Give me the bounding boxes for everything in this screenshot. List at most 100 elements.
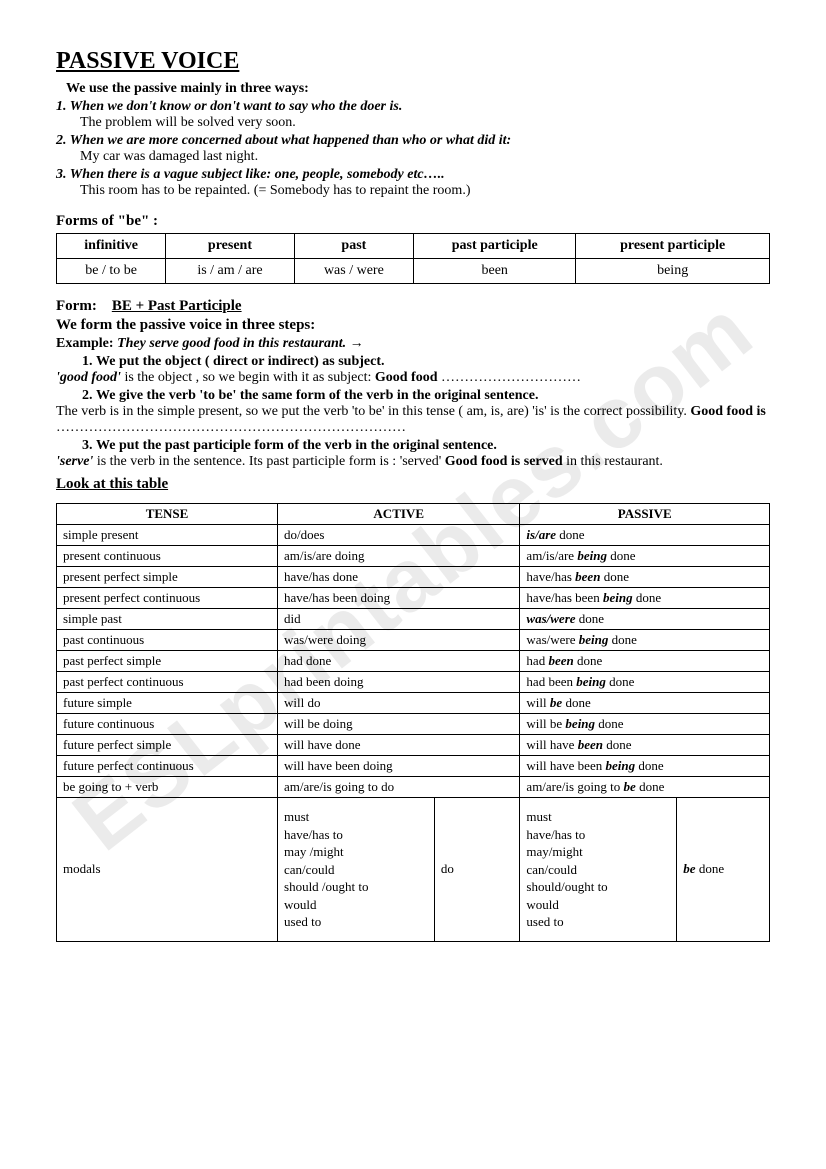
be-cell: is / am / are — [166, 259, 294, 284]
passive-cell: am/are/is going to be done — [520, 777, 770, 798]
table-row: past perfect simplehad donehad been done — [57, 651, 770, 672]
active-cell: am/are/is going to do — [278, 777, 520, 798]
step1-dots: ………………………… — [437, 370, 581, 385]
form-prefix: Form: — [56, 298, 97, 314]
table-row: infinitive present past past participle … — [57, 234, 770, 259]
active-cell: did — [278, 609, 520, 630]
steps-list: We put the past participle form of the v… — [96, 438, 770, 454]
table-row: simple pastdidwas/were done — [57, 609, 770, 630]
active-cell: will have been doing — [278, 756, 520, 777]
tense-cell: present perfect simple — [57, 567, 278, 588]
rule-2: 2. When we are more concerned about what… — [56, 133, 770, 149]
passive-cell: am/is/are being done — [520, 546, 770, 567]
table-row: be going to + verbam/are/is going to doa… — [57, 777, 770, 798]
step-1-text: We put the object ( direct or indirect) … — [96, 354, 385, 369]
passive-cell: had been being done — [520, 672, 770, 693]
step1-mid: is the object , so we begin with it as s… — [121, 370, 375, 385]
step2-text: The verb is in the simple present, so we… — [56, 404, 690, 419]
example-line: Example: They serve good food in this re… — [56, 336, 770, 352]
passive-cell: will be being done — [520, 714, 770, 735]
step3-verb: 'serve' — [56, 454, 93, 469]
form-line: Form: BE + Past Participle — [56, 298, 770, 315]
modals-passive-verb: be done — [677, 798, 770, 942]
step-2-body: The verb is in the simple present, so we… — [56, 404, 770, 436]
be-header: past — [294, 234, 413, 259]
tense-cell: simple past — [57, 609, 278, 630]
steps-list: We put the object ( direct or indirect) … — [96, 354, 770, 370]
table-row: future perfect continuouswill have been … — [57, 756, 770, 777]
active-cell: was/were doing — [278, 630, 520, 651]
active-cell: had done — [278, 651, 520, 672]
table-row: future simplewill dowill be done — [57, 693, 770, 714]
table-row: TENSE ACTIVE PASSIVE — [57, 504, 770, 525]
table-row: present perfect simplehave/has donehave/… — [57, 567, 770, 588]
be-forms-table: infinitive present past past participle … — [56, 233, 770, 284]
step3-bold: Good food is served — [445, 454, 563, 469]
tense-cell: future perfect continuous — [57, 756, 278, 777]
table-row: simple presentdo/doesis/are done — [57, 525, 770, 546]
step3-tail: in this restaurant. — [563, 454, 663, 469]
step-2: We give the verb 'to be' the same form o… — [96, 388, 770, 404]
active-cell: do/does — [278, 525, 520, 546]
tense-cell: future perfect simple — [57, 735, 278, 756]
intro-block: We use the passive mainly in three ways:… — [56, 81, 770, 199]
active-cell: have/has done — [278, 567, 520, 588]
modals-passive-list: musthave/has tomay/mightcan/couldshould/… — [520, 798, 677, 942]
example-text: They serve good food in this restaurant. — [117, 336, 346, 351]
be-header: infinitive — [57, 234, 166, 259]
passive-cell: is/are done — [520, 525, 770, 546]
modals-label: modals — [57, 798, 278, 942]
be-forms-label: Forms of "be" : — [56, 213, 770, 230]
active-cell: will do — [278, 693, 520, 714]
form-formula: BE + Past Participle — [112, 298, 242, 314]
step-1: We put the object ( direct or indirect) … — [96, 354, 770, 370]
passive-cell: have/has been being done — [520, 588, 770, 609]
be-header: past participle — [414, 234, 576, 259]
page-title: PASSIVE VOICE — [56, 48, 770, 75]
active-cell: had been doing — [278, 672, 520, 693]
active-cell: have/has been doing — [278, 588, 520, 609]
passive-cell: will have been done — [520, 735, 770, 756]
example-label: Example: — [56, 336, 114, 351]
passive-cell: was/were being done — [520, 630, 770, 651]
example-2: My car was damaged last night. — [80, 149, 770, 165]
rule-3: 3. When there is a vague subject like: o… — [56, 167, 770, 183]
table-row: present continuousam/is/are doingam/is/a… — [57, 546, 770, 567]
tense-table: TENSE ACTIVE PASSIVE simple presentdo/do… — [56, 503, 770, 942]
steps-intro: We form the passive voice in three steps… — [56, 317, 770, 334]
be-header: present — [166, 234, 294, 259]
tense-cell: past perfect simple — [57, 651, 278, 672]
step2-dots: ………………………………………………………………… — [56, 420, 406, 435]
step2-bold: Good food is — [690, 404, 765, 419]
passive-cell: will have been being done — [520, 756, 770, 777]
tense-cell: future simple — [57, 693, 278, 714]
table-row: be / to be is / am / are was / were been… — [57, 259, 770, 284]
tense-cell: past continuous — [57, 630, 278, 651]
be-cell: being — [576, 259, 770, 284]
passive-cell: will be done — [520, 693, 770, 714]
table-row: future perfect simplewill have donewill … — [57, 735, 770, 756]
tense-cell: be going to + verb — [57, 777, 278, 798]
step-3: We put the past participle form of the v… — [96, 438, 770, 454]
steps-list: We give the verb 'to be' the same form o… — [96, 388, 770, 404]
tense-cell: past perfect continuous — [57, 672, 278, 693]
active-cell: will have done — [278, 735, 520, 756]
example-1: The problem will be solved very soon. — [80, 115, 770, 131]
step-1-body: 'good food' is the object , so we begin … — [56, 370, 770, 386]
rule-1: 1. When we don't know or don't want to s… — [56, 99, 770, 115]
be-cell: be / to be — [57, 259, 166, 284]
step1-result: Good food — [375, 370, 438, 385]
table-row: modalsmusthave/has tomay /mightcan/could… — [57, 798, 770, 942]
tense-cell: simple present — [57, 525, 278, 546]
passive-cell: was/were done — [520, 609, 770, 630]
tense-header: PASSIVE — [520, 504, 770, 525]
step-3-text: We put the past participle form of the v… — [96, 438, 497, 453]
tense-cell: present perfect continuous — [57, 588, 278, 609]
arrow-icon: → — [350, 336, 364, 351]
tense-header: ACTIVE — [278, 504, 520, 525]
be-cell: was / were — [294, 259, 413, 284]
active-cell: am/is/are doing — [278, 546, 520, 567]
look-label: Look at this table — [56, 476, 770, 493]
table-row: future continuouswill be doingwill be be… — [57, 714, 770, 735]
active-cell: will be doing — [278, 714, 520, 735]
